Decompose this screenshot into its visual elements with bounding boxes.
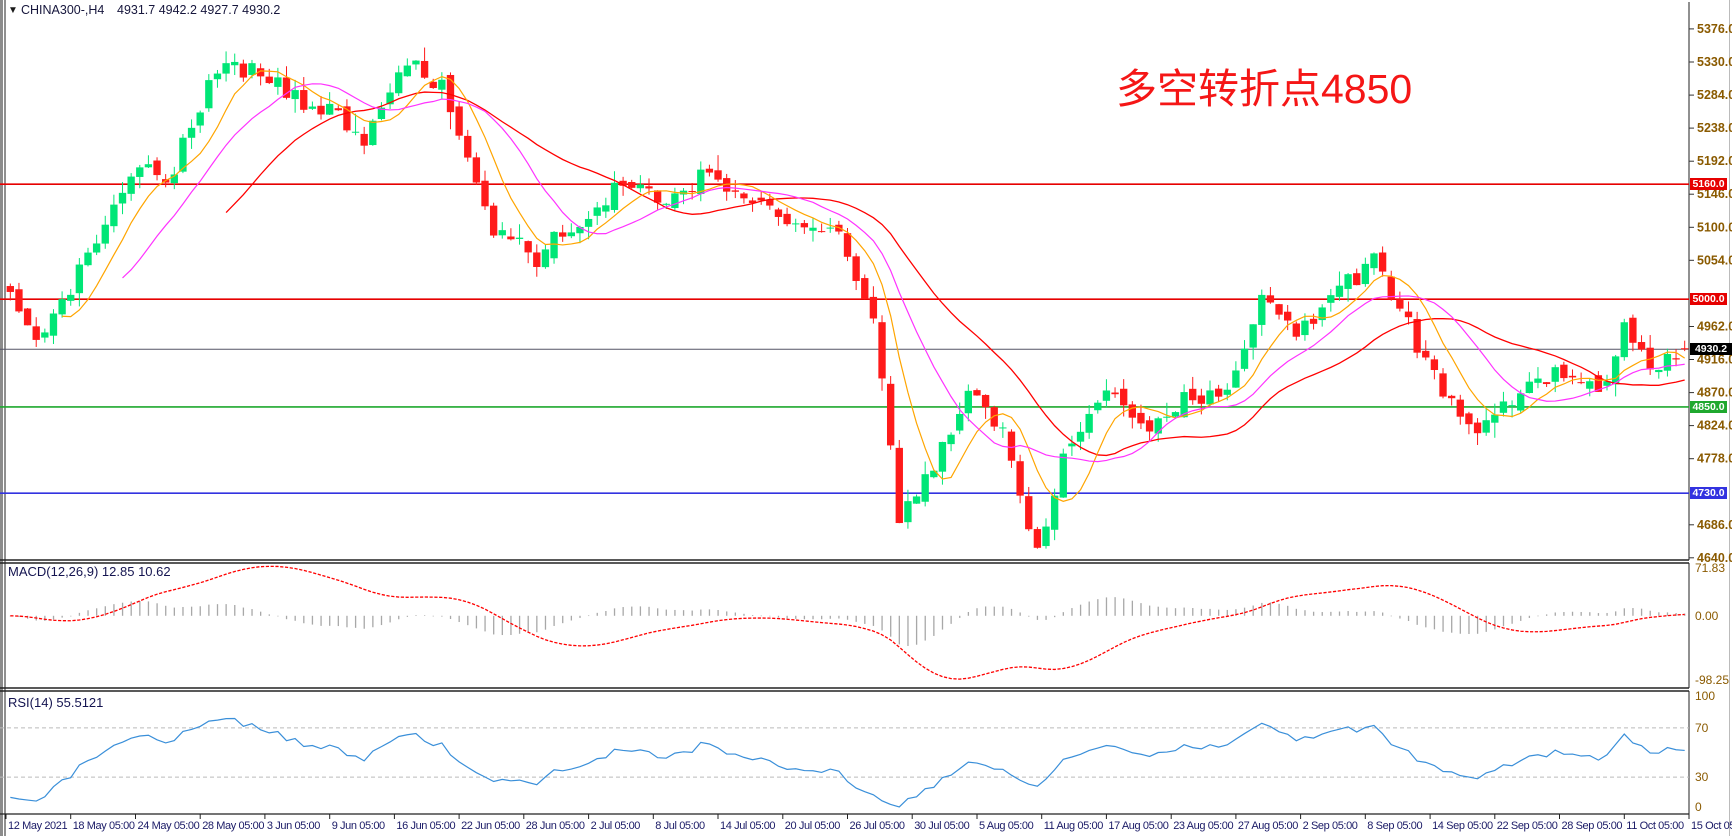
svg-text:71.83: 71.83: [1695, 561, 1725, 575]
svg-text:5 Aug 05:00: 5 Aug 05:00: [979, 820, 1034, 832]
svg-text:22 Jun 05:00: 22 Jun 05:00: [461, 820, 520, 832]
svg-text:11 Aug 05:00: 11 Aug 05:00: [1044, 820, 1104, 832]
svg-text:11 Oct 05:00: 11 Oct 05:00: [1626, 820, 1684, 832]
svg-text:RSI(14) 55.5121: RSI(14) 55.5121: [8, 695, 103, 710]
svg-text:9 Jun 05:00: 9 Jun 05:00: [332, 820, 385, 832]
svg-text:多空转折点4850: 多空转折点4850: [1116, 66, 1412, 112]
svg-text:30: 30: [1695, 770, 1709, 784]
svg-text:14 Jul 05:00: 14 Jul 05:00: [720, 820, 775, 832]
svg-text:4778.0: 4778.0: [1697, 452, 1732, 466]
svg-text:5376.0: 5376.0: [1697, 22, 1732, 36]
svg-text:17 Aug 05:00: 17 Aug 05:00: [1108, 820, 1168, 832]
svg-text:28 Jun 05:00: 28 Jun 05:00: [526, 820, 585, 832]
svg-text:12 May 2021: 12 May 2021: [8, 820, 67, 832]
svg-text:23 Aug 05:00: 23 Aug 05:00: [1173, 820, 1233, 832]
svg-text:8 Jul 05:00: 8 Jul 05:00: [655, 820, 705, 832]
svg-text:0.00: 0.00: [1695, 609, 1719, 623]
svg-text:4962.0: 4962.0: [1697, 320, 1732, 334]
svg-text:22 Sep 05:00: 22 Sep 05:00: [1497, 820, 1558, 832]
svg-text:5284.0: 5284.0: [1697, 88, 1732, 102]
svg-text:4824.0: 4824.0: [1697, 419, 1732, 433]
svg-text:-98.25: -98.25: [1695, 673, 1729, 687]
svg-text:0: 0: [1695, 800, 1702, 814]
svg-text:CHINA300-,H4: CHINA300-,H4: [21, 3, 104, 17]
svg-text:5192.0: 5192.0: [1697, 154, 1732, 168]
svg-text:15 Oct 05:00: 15 Oct 05:00: [1691, 820, 1732, 832]
svg-text:24 May 05:00: 24 May 05:00: [138, 820, 200, 832]
svg-text:4870.0: 4870.0: [1697, 386, 1732, 400]
svg-text:4686.0: 4686.0: [1697, 518, 1732, 532]
svg-text:70: 70: [1695, 721, 1709, 735]
svg-text:27 Aug 05:00: 27 Aug 05:00: [1238, 820, 1298, 832]
svg-text:30 Jul 05:00: 30 Jul 05:00: [914, 820, 969, 832]
svg-text:3 Jun 05:00: 3 Jun 05:00: [267, 820, 320, 832]
svg-text:28 May 05:00: 28 May 05:00: [202, 820, 264, 832]
svg-text:28 Sep 05:00: 28 Sep 05:00: [1562, 820, 1623, 832]
svg-text:100: 100: [1695, 689, 1715, 703]
svg-text:5238.0: 5238.0: [1697, 121, 1732, 135]
svg-text:5330.0: 5330.0: [1697, 55, 1732, 69]
svg-text:4931.7 4942.2 4927.7 4930.2: 4931.7 4942.2 4927.7 4930.2: [117, 3, 280, 17]
svg-text:2 Jul 05:00: 2 Jul 05:00: [591, 820, 641, 832]
svg-text:20 Jul 05:00: 20 Jul 05:00: [785, 820, 840, 832]
svg-text:MACD(12,26,9) 12.85 10.62: MACD(12,26,9) 12.85 10.62: [8, 564, 171, 579]
svg-text:5054.0: 5054.0: [1697, 253, 1732, 267]
svg-text:26 Jul 05:00: 26 Jul 05:00: [850, 820, 905, 832]
svg-text:14 Sep 05:00: 14 Sep 05:00: [1432, 820, 1493, 832]
svg-text:18 May 05:00: 18 May 05:00: [73, 820, 135, 832]
svg-text:5100.0: 5100.0: [1697, 220, 1732, 234]
svg-text:8 Sep 05:00: 8 Sep 05:00: [1367, 820, 1422, 832]
svg-text:2 Sep 05:00: 2 Sep 05:00: [1303, 820, 1358, 832]
svg-text:16 Jun 05:00: 16 Jun 05:00: [396, 820, 455, 832]
svg-text:▼: ▼: [8, 5, 18, 16]
